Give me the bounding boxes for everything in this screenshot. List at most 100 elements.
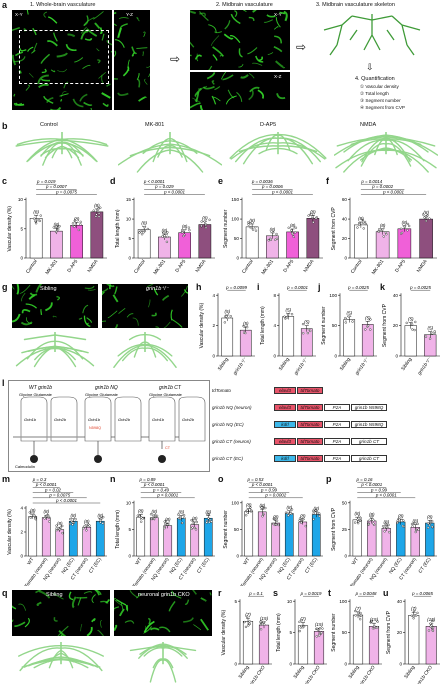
data-point bbox=[312, 509, 315, 512]
bar bbox=[90, 211, 104, 259]
data-point bbox=[381, 525, 385, 528]
data-point bbox=[312, 221, 315, 224]
data-point bbox=[410, 323, 414, 326]
category-label: Sibling bbox=[292, 664, 305, 680]
data-point bbox=[48, 520, 51, 523]
vessel-path bbox=[83, 315, 91, 328]
category-label: NMDA bbox=[302, 258, 315, 274]
category-label: grin1b⁺/⁻ bbox=[293, 356, 310, 376]
vessel-path bbox=[56, 52, 68, 58]
stat-label: p < 0.0001 bbox=[156, 493, 178, 498]
vessel-path bbox=[273, 46, 283, 53]
data-point bbox=[166, 235, 169, 239]
skeleton-branch bbox=[54, 340, 84, 360]
vessel-path bbox=[190, 41, 195, 48]
data-point bbox=[204, 226, 208, 230]
skeleton-branch bbox=[144, 344, 177, 368]
n-label: (8) bbox=[94, 203, 100, 208]
vessel-path bbox=[225, 95, 237, 105]
data-point bbox=[298, 517, 302, 520]
category-label: Sibling bbox=[403, 664, 416, 680]
data-point bbox=[55, 527, 58, 530]
data-point bbox=[361, 218, 365, 222]
data-point bbox=[181, 231, 184, 234]
data-point bbox=[286, 511, 289, 515]
data-point bbox=[356, 226, 359, 229]
vessel-path bbox=[37, 74, 49, 85]
skeleton-branch bbox=[169, 140, 198, 155]
data-point bbox=[269, 238, 272, 241]
vessel-path bbox=[148, 299, 151, 308]
stat-label: p = 0.019 bbox=[36, 179, 56, 184]
skeleton-branch bbox=[61, 141, 97, 162]
quant-item-2: ② Total length bbox=[360, 91, 389, 96]
y-tick-label: 60 bbox=[342, 197, 348, 202]
skeleton-branch bbox=[334, 134, 387, 156]
skeleton-branch bbox=[128, 333, 146, 341]
category-label: Control bbox=[133, 259, 147, 275]
data-point bbox=[292, 235, 295, 238]
y-tick-label: 10 bbox=[18, 197, 24, 202]
vessel-path bbox=[199, 12, 206, 17]
chart-u: Segment from CVP02040(7)Sibling(15)Neuro… bbox=[386, 591, 440, 684]
stat-label: p = 0.1 bbox=[248, 591, 263, 596]
skeleton-branch bbox=[16, 138, 63, 146]
data-point bbox=[301, 322, 305, 326]
data-point bbox=[191, 526, 194, 529]
vessel-path bbox=[86, 626, 93, 636]
vessel-path bbox=[58, 630, 67, 636]
vessel-path bbox=[120, 601, 124, 611]
vessel-path bbox=[132, 317, 139, 326]
stat-label: p = 0.0025 bbox=[347, 285, 369, 290]
data-point bbox=[182, 229, 186, 232]
skeleton-branch bbox=[21, 657, 62, 668]
data-point bbox=[155, 514, 159, 518]
q-cko-vessels bbox=[114, 590, 212, 634]
data-point bbox=[200, 224, 203, 228]
data-point bbox=[74, 223, 78, 226]
stat-label: p < 0.0001 bbox=[143, 179, 165, 184]
category-label: tdTomato (neuron) bbox=[347, 556, 375, 586]
skeleton-branch bbox=[61, 142, 82, 166]
vessel-path bbox=[219, 54, 224, 57]
data-point bbox=[223, 321, 226, 324]
stat-label: p = 0.0006 bbox=[261, 184, 283, 189]
data-point bbox=[312, 512, 315, 515]
data-point bbox=[399, 227, 403, 230]
y-axis-label: Segment from CVP bbox=[386, 610, 392, 654]
data-point bbox=[191, 519, 195, 522]
vessel-path bbox=[168, 600, 176, 612]
vessel-path bbox=[221, 72, 227, 80]
vessel-path bbox=[129, 590, 139, 599]
n-label: (8) bbox=[84, 519, 90, 524]
data-point bbox=[33, 514, 36, 517]
n-label: (15) bbox=[315, 622, 324, 627]
vessel-path bbox=[171, 318, 183, 328]
vessel-path bbox=[202, 85, 215, 90]
vessel-path bbox=[41, 68, 47, 74]
chart-d: Total length (mm) 0 5 10 15 (8) Control (8) MK-8… bbox=[115, 179, 215, 276]
bar bbox=[367, 520, 377, 557]
data-point bbox=[249, 506, 252, 509]
data-point bbox=[424, 219, 428, 223]
receptor-nq-mutation: N598Q bbox=[89, 426, 101, 430]
vessel-path bbox=[80, 26, 87, 34]
receptor-wt-grin1b: Grin1b bbox=[24, 417, 37, 422]
y-tick-label: 0 bbox=[344, 554, 347, 559]
y-axis-label: Segment from CVP bbox=[331, 207, 337, 251]
n-label: (7) bbox=[300, 617, 306, 622]
vessel-path bbox=[59, 93, 69, 97]
skeleton-branch bbox=[277, 133, 327, 159]
data-point bbox=[166, 523, 169, 526]
data-point bbox=[208, 218, 211, 221]
vessel-path bbox=[153, 288, 159, 296]
data-point bbox=[388, 531, 391, 534]
data-point bbox=[101, 522, 104, 525]
data-point bbox=[428, 337, 432, 340]
n-label: (8) bbox=[57, 521, 63, 526]
skeleton-group bbox=[113, 332, 177, 368]
n-label: (8) bbox=[178, 510, 184, 515]
data-point bbox=[138, 515, 141, 518]
data-point bbox=[140, 516, 143, 519]
data-point bbox=[245, 615, 249, 618]
